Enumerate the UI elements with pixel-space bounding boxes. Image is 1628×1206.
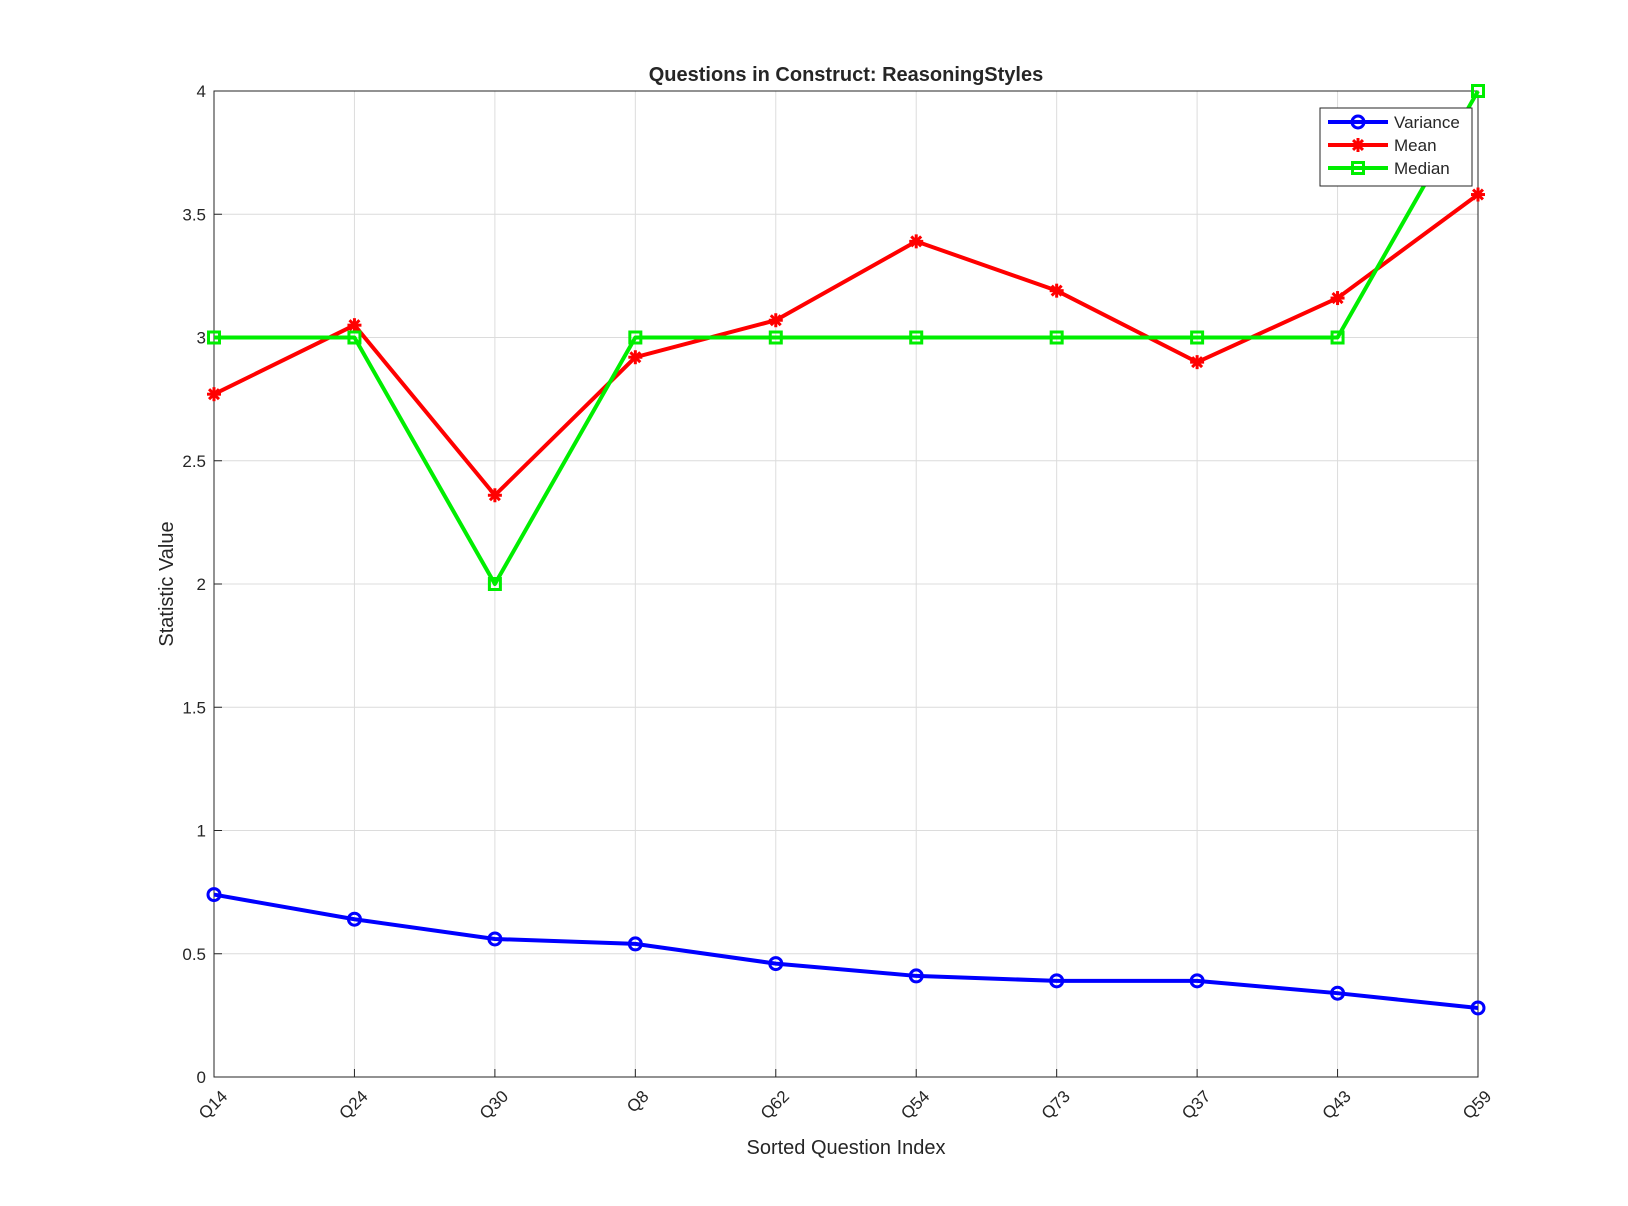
series-line-variance (213, 892, 1479, 1010)
series-line-mean (213, 192, 1480, 498)
data-point-median (347, 330, 362, 345)
data-point-mean (1049, 283, 1064, 298)
star-marker-stroke (910, 235, 923, 248)
star-marker-stroke (769, 314, 782, 327)
y-tick-label: 4 (197, 82, 206, 101)
y-tick-label: 3 (197, 329, 206, 348)
y-tick-label: 1 (197, 822, 206, 841)
y-tick-label: 1.5 (182, 698, 206, 717)
star-marker-stroke (348, 319, 361, 332)
data-point-median (768, 330, 783, 345)
y-tick-label: 2.5 (182, 452, 206, 471)
star-marker-stroke (1351, 138, 1365, 152)
star-marker-stroke (1050, 284, 1063, 297)
legend-marker (1350, 114, 1366, 130)
legend-marker (1351, 138, 1365, 152)
y-axis-ticks: 0 0.5 1 1.5 2 2.5 3 3.5 4 (182, 82, 222, 1087)
star-marker-stroke (207, 388, 221, 401)
y-tick-label: 2 (197, 575, 206, 594)
series-mean (207, 187, 1485, 503)
y-tick-label: 0.5 (182, 945, 206, 964)
star-marker-stroke (1471, 188, 1485, 201)
data-point-median (487, 577, 502, 591)
data-point-mean (347, 318, 362, 333)
data-point-median (1330, 330, 1345, 345)
series-median (207, 84, 1485, 591)
data-point-mean (768, 313, 783, 328)
data-point-variance (1189, 973, 1205, 989)
y-axis-label: Statistic Value (156, 521, 178, 646)
data-point-variance (1049, 973, 1065, 989)
y-tick-label: 3.5 (182, 205, 206, 224)
data-point-mean (1471, 187, 1485, 202)
legend-label: Variance (1394, 113, 1460, 132)
legend-item-median: Median (1328, 159, 1450, 178)
legend-label: Median (1394, 159, 1450, 178)
data-point-variance (768, 956, 784, 972)
data-point-mean (1190, 355, 1205, 370)
data-point-mean (207, 387, 221, 402)
star-marker-stroke (488, 489, 501, 502)
y-tick-label: 0 (197, 1068, 206, 1087)
legend-item-variance: Variance (1328, 113, 1460, 132)
data-point-median (628, 330, 643, 345)
series-layer (206, 84, 1486, 1016)
x-axis-label: Sorted Question Index (746, 1137, 945, 1159)
star-marker-stroke (1331, 292, 1344, 305)
data-point-variance (1330, 985, 1346, 1001)
data-point-median (909, 330, 924, 345)
data-point-variance (627, 936, 643, 952)
legend-label: Mean (1394, 136, 1437, 155)
data-point-median (1190, 330, 1205, 345)
legend: Variance Mean Median (1319, 107, 1473, 187)
series-variance (206, 887, 1486, 1016)
data-point-variance (346, 911, 362, 927)
legend-item-mean: Mean (1328, 136, 1437, 155)
data-point-variance (1470, 1000, 1486, 1016)
data-point-variance (908, 968, 924, 984)
chart-title: Questions in Construct: ReasoningStyles (649, 64, 1044, 86)
data-point-mean (1330, 291, 1345, 306)
data-point-median (1471, 84, 1485, 98)
data-point-variance (206, 887, 222, 903)
data-point-mean (487, 488, 502, 503)
data-point-mean (909, 234, 924, 249)
data-point-median (207, 330, 221, 345)
data-point-median (1049, 330, 1064, 345)
star-marker-stroke (629, 351, 642, 364)
data-point-mean (628, 350, 643, 365)
legend-marker (1351, 161, 1365, 175)
series-line-median (214, 90, 1480, 586)
data-point-variance (487, 931, 503, 947)
star-marker-stroke (1191, 356, 1204, 369)
